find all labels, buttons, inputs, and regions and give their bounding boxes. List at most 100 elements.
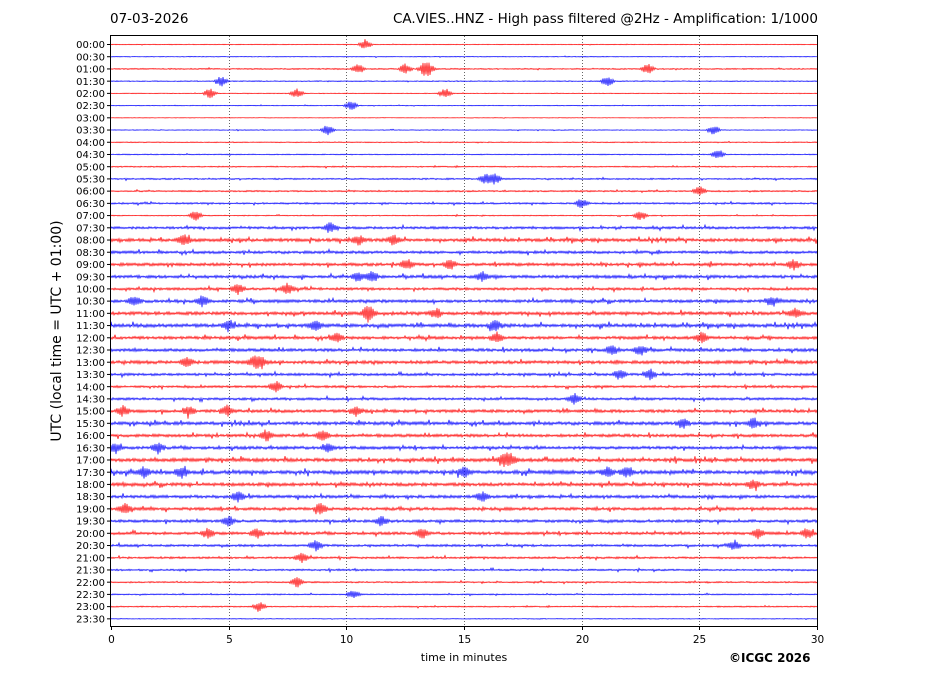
- trace-1730: [110, 465, 818, 479]
- trace-1530: [110, 417, 818, 429]
- y-tick-label: 20:00: [76, 529, 105, 540]
- chart-title: CA.VIES..HNZ - High pass filtered @2Hz -…: [393, 11, 818, 27]
- x-tick-label: 20: [576, 634, 589, 646]
- trace-1300: [110, 355, 818, 370]
- y-tick-label: 22:00: [76, 578, 105, 589]
- trace-1030: [110, 295, 818, 308]
- trace-2330: [110, 617, 818, 620]
- trace-0700: [110, 211, 818, 221]
- trace-0130: [110, 76, 818, 87]
- y-tick-label: 15:00: [76, 407, 105, 418]
- trace-0800: [110, 234, 818, 246]
- y-tick-label: 17:00: [76, 456, 105, 467]
- y-tick-label: 12:30: [76, 346, 105, 357]
- trace-0100: [110, 62, 818, 77]
- trace-1400: [110, 381, 818, 393]
- y-tick-label: 16:00: [76, 431, 105, 442]
- y-tick-label: 07:30: [76, 223, 105, 234]
- seismic-traces: [110, 39, 818, 620]
- y-tick-label: 22:30: [76, 590, 105, 601]
- trace-0530: [110, 173, 818, 185]
- trace-0400: [110, 140, 818, 144]
- copyright-label: ©ICGC 2026: [729, 651, 811, 665]
- trace-1200: [110, 331, 818, 344]
- trace-0200: [110, 88, 818, 99]
- y-tick-label: 21:00: [76, 553, 105, 564]
- trace-0030: [110, 55, 818, 59]
- x-tick-label: 5: [226, 634, 233, 646]
- trace-2000: [110, 527, 818, 540]
- y-tick-label: 15:30: [76, 419, 105, 430]
- y-tick-label: 00:00: [76, 40, 105, 51]
- x-tick-label: 0: [108, 634, 115, 646]
- y-tick-label: 16:30: [76, 443, 105, 454]
- y-tick-label: 14:00: [76, 382, 105, 393]
- trace-0900: [110, 259, 818, 271]
- y-tick-label: 04:00: [76, 138, 105, 149]
- y-tick-label: 11:30: [76, 321, 105, 332]
- trace-0500: [110, 164, 818, 169]
- trace-1700: [110, 452, 818, 467]
- y-tick-label: 23:00: [76, 602, 105, 613]
- trace-0830: [110, 248, 818, 257]
- y-tick-label: 06:00: [76, 187, 105, 198]
- y-tick-label: 08:30: [76, 248, 105, 259]
- trace-2200: [110, 577, 818, 588]
- trace-1930: [110, 515, 818, 527]
- y-tick-label: 05:30: [76, 175, 105, 186]
- y-tick-label: 00:30: [76, 52, 105, 63]
- trace-2030: [110, 539, 818, 552]
- y-tick-label: 10:00: [76, 285, 105, 296]
- y-tick-label: 09:00: [76, 260, 105, 271]
- trace-0430: [110, 150, 818, 158]
- y-tick-label: 19:00: [76, 504, 105, 515]
- trace-1500: [110, 404, 818, 419]
- grid-lines: [229, 36, 700, 626]
- y-tick-label: 18:30: [76, 492, 105, 503]
- trace-0000: [110, 39, 818, 49]
- trace-2130: [110, 567, 818, 574]
- trace-0630: [110, 199, 818, 208]
- trace-1000: [110, 282, 818, 296]
- y-tick-label: 23:30: [76, 614, 105, 625]
- y-tick-label: 05:00: [76, 162, 105, 173]
- y-tick-label: 03:30: [76, 126, 105, 137]
- trace-0930: [110, 271, 818, 282]
- trace-1800: [110, 479, 818, 492]
- trace-1130: [110, 319, 818, 333]
- trace-1630: [110, 442, 818, 455]
- y-tick-label: 01:30: [76, 77, 105, 88]
- y-tick-label: 20:30: [76, 541, 105, 552]
- x-tick-label: 30: [811, 634, 824, 646]
- y-tick-label: 09:30: [76, 272, 105, 283]
- y-tick-label: 21:30: [76, 566, 105, 577]
- y-tick-label: 03:00: [76, 113, 105, 124]
- x-tick-label: 25: [693, 634, 706, 646]
- trace-2230: [110, 590, 818, 599]
- x-tick-label: 10: [340, 634, 353, 646]
- trace-1900: [110, 503, 818, 515]
- trace-0330: [110, 125, 818, 136]
- x-axis-label: time in minutes: [420, 651, 508, 664]
- y-tick-label: 06:30: [76, 199, 105, 210]
- trace-2300: [110, 602, 818, 612]
- trace-1100: [110, 306, 818, 323]
- trace-1430: [110, 393, 818, 405]
- y-tick-label: 12:00: [76, 333, 105, 344]
- y-tick-label: 02:00: [76, 89, 105, 100]
- trace-0600: [110, 186, 818, 196]
- y-tick-label: 04:30: [76, 150, 105, 161]
- y-tick-label: 08:00: [76, 236, 105, 247]
- y-tick-label: 19:30: [76, 517, 105, 528]
- trace-1230: [110, 345, 818, 356]
- x-ticks: 0 5 10 15 20 25 30: [108, 626, 824, 646]
- trace-0300: [110, 116, 818, 119]
- y-tick-label: 01:00: [76, 65, 105, 76]
- trace-1600: [110, 429, 818, 442]
- y-tick-label: 18:00: [76, 480, 105, 491]
- y-tick-label: 11:00: [76, 309, 105, 320]
- trace-1830: [110, 491, 818, 503]
- trace-0730: [110, 222, 818, 233]
